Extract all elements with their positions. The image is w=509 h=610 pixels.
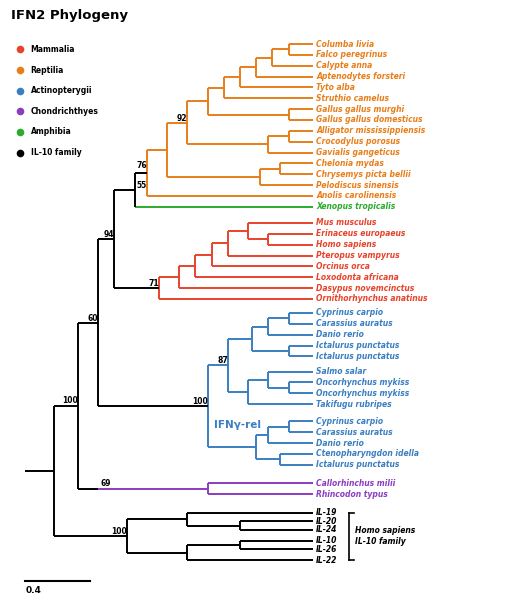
Text: IL-24: IL-24: [316, 525, 337, 534]
Text: Loxodonta africana: Loxodonta africana: [316, 273, 398, 282]
Text: 100: 100: [110, 527, 126, 536]
Text: Cyprinus carpio: Cyprinus carpio: [316, 417, 383, 426]
Text: Dasypus novemcinctus: Dasypus novemcinctus: [316, 284, 414, 293]
Text: IL-26: IL-26: [316, 545, 337, 554]
Text: Chelonia mydas: Chelonia mydas: [316, 159, 383, 168]
Text: IL-22: IL-22: [316, 556, 337, 565]
Text: Xenopus tropicalis: Xenopus tropicalis: [316, 203, 394, 211]
Text: Amphibia: Amphibia: [31, 127, 71, 137]
Text: 94: 94: [104, 230, 114, 239]
Text: 76: 76: [136, 160, 147, 170]
Text: Homo sapiens: Homo sapiens: [355, 526, 415, 536]
Text: IFNγ-rel: IFNγ-rel: [213, 420, 260, 429]
Text: Calypte anna: Calypte anna: [316, 61, 372, 70]
Text: 0.4: 0.4: [25, 586, 41, 595]
Text: Gallus gallus domesticus: Gallus gallus domesticus: [316, 115, 422, 124]
Text: Pteropus vampyrus: Pteropus vampyrus: [316, 251, 399, 260]
Text: Ictalurus punctatus: Ictalurus punctatus: [316, 341, 399, 350]
Text: Orcinus orca: Orcinus orca: [316, 262, 370, 271]
Text: Gallus gallus murghi: Gallus gallus murghi: [316, 105, 404, 113]
Text: Takifugu rubripes: Takifugu rubripes: [316, 400, 391, 409]
Text: 55: 55: [136, 181, 147, 190]
Text: Tyto alba: Tyto alba: [316, 83, 354, 92]
Text: Pelodiscus sinensis: Pelodiscus sinensis: [316, 181, 398, 190]
Text: Actinopterygii: Actinopterygii: [31, 86, 92, 95]
Text: Struthio camelus: Struthio camelus: [316, 94, 388, 102]
Text: Carassius auratus: Carassius auratus: [316, 320, 392, 328]
Text: IL-10 family: IL-10 family: [355, 537, 405, 547]
Text: 87: 87: [217, 356, 228, 365]
Text: 71: 71: [148, 279, 159, 288]
Text: 100: 100: [191, 397, 207, 406]
Text: Erinaceus europaeus: Erinaceus europaeus: [316, 229, 405, 239]
Text: Ornithorhynchus anatinus: Ornithorhynchus anatinus: [316, 295, 427, 303]
Text: IFN2 Phylogeny: IFN2 Phylogeny: [11, 9, 128, 23]
Text: Cyprinus carpio: Cyprinus carpio: [316, 309, 383, 317]
Text: IL-20: IL-20: [316, 517, 337, 526]
Text: Falco peregrinus: Falco peregrinus: [316, 51, 386, 59]
Text: Callorhinchus milii: Callorhinchus milii: [316, 479, 394, 488]
Text: Ictalurus punctatus: Ictalurus punctatus: [316, 352, 399, 361]
Text: IL-10 family: IL-10 family: [31, 148, 81, 157]
Text: Homo sapiens: Homo sapiens: [316, 240, 376, 249]
Text: IL-19: IL-19: [316, 508, 337, 517]
Text: Oncorhynchus mykiss: Oncorhynchus mykiss: [316, 378, 409, 387]
Text: Alligator mississippiensis: Alligator mississippiensis: [316, 126, 425, 135]
Text: Chrysemys picta bellii: Chrysemys picta bellii: [316, 170, 410, 179]
Text: Salmo salar: Salmo salar: [316, 367, 365, 376]
Text: Crocodylus porosus: Crocodylus porosus: [316, 137, 400, 146]
Text: 100: 100: [62, 395, 78, 404]
Text: Chondrichthyes: Chondrichthyes: [31, 107, 98, 116]
Text: Reptilia: Reptilia: [31, 66, 64, 74]
Text: Ictalurus punctatus: Ictalurus punctatus: [316, 461, 399, 469]
Text: IL-10: IL-10: [316, 536, 337, 545]
Text: 69: 69: [100, 479, 110, 487]
Text: Gavialis gangeticus: Gavialis gangeticus: [316, 148, 399, 157]
Text: Rhincodon typus: Rhincodon typus: [316, 490, 387, 498]
Text: Oncorhynchus mykiss: Oncorhynchus mykiss: [316, 389, 409, 398]
Text: Ctenopharyngdon idella: Ctenopharyngdon idella: [316, 450, 418, 459]
Text: Anolis carolinensis: Anolis carolinensis: [316, 192, 395, 200]
Text: Carassius auratus: Carassius auratus: [316, 428, 392, 437]
Text: Mus musculus: Mus musculus: [316, 218, 376, 228]
Text: Danio rerio: Danio rerio: [316, 439, 363, 448]
Text: Columba livia: Columba livia: [316, 40, 374, 49]
Text: Aptenodytes forsteri: Aptenodytes forsteri: [316, 72, 405, 81]
Text: Mammalia: Mammalia: [31, 45, 75, 54]
Text: 92: 92: [177, 113, 187, 123]
Text: Danio rerio: Danio rerio: [316, 330, 363, 339]
Text: 60: 60: [88, 314, 98, 323]
